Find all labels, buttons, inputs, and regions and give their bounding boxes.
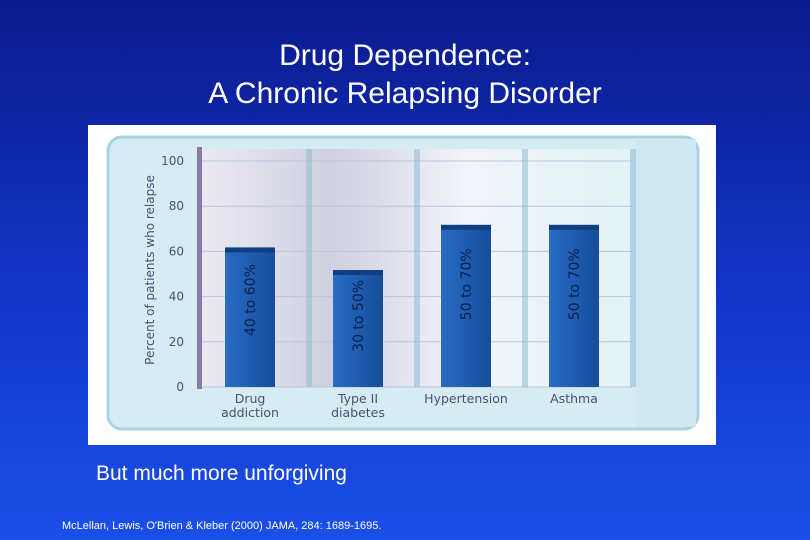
chart-canvas: 40 to 60% 30 to 50% 50 to 70% 50 to 70% 0 20… — [106, 135, 700, 431]
bar — [549, 228, 599, 387]
y-tick-label: 20 — [169, 335, 184, 349]
y-tick-label: 100 — [161, 154, 184, 168]
y-tick-label: 0 — [176, 380, 184, 394]
y-tick-label: 60 — [169, 244, 184, 258]
bar-range-label: 50 to 70% — [459, 248, 475, 320]
bar — [441, 228, 491, 387]
y-tick-label: 40 — [169, 290, 184, 304]
category-divider — [630, 149, 636, 387]
x-tick-label: Asthma — [550, 391, 598, 406]
category-divider — [414, 149, 420, 387]
bar — [333, 274, 383, 387]
chart-panel-right-shade — [636, 139, 696, 427]
x-tick-label: Drug addiction — [221, 391, 279, 420]
bar — [225, 251, 275, 387]
relapse-rate-chart: 40 to 60% 30 to 50% 50 to 70% 50 to 70% 0 20… — [88, 125, 716, 445]
bar-cap — [549, 224, 599, 230]
slide-title-line1: Drug Dependence: — [279, 39, 531, 72]
slide-title-line2: A Chronic Relapsing Disorder — [208, 77, 602, 110]
category-divider — [522, 149, 528, 387]
y-axis-bar — [197, 147, 202, 389]
bar-cap — [225, 247, 275, 253]
citation: McLellan, Lewis, O'Brien & Kleber (2000)… — [62, 520, 382, 532]
y-tick-label: 80 — [169, 199, 184, 213]
bar-cap — [441, 224, 491, 230]
bar-range-label: 30 to 50% — [351, 280, 367, 352]
category-divider — [306, 149, 312, 387]
bar-cap — [333, 270, 383, 275]
bar-range-label: 40 to 60% — [243, 264, 259, 336]
bar-range-label: 50 to 70% — [567, 248, 583, 320]
slide-subtitle: But much more unforgiving — [96, 462, 347, 485]
x-tick-label: Hypertension — [424, 391, 508, 406]
x-tick-label: Type II diabetes — [331, 391, 385, 420]
y-axis-label: Percent of patients who relapse — [143, 175, 157, 365]
